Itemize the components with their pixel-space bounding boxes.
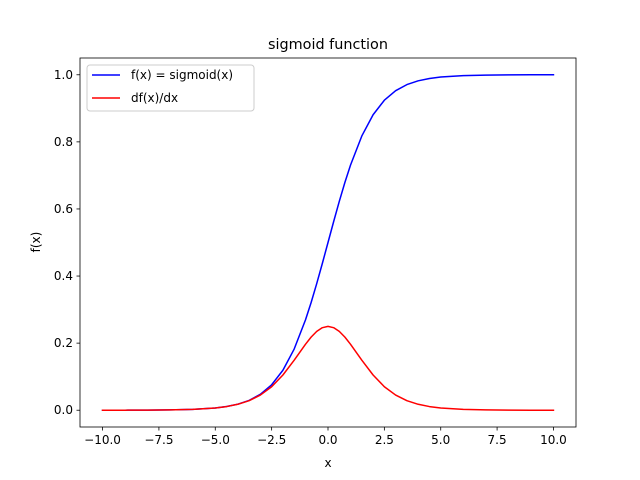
x-tick-label: −7.5 bbox=[144, 433, 173, 447]
y-tick-label: 0.6 bbox=[54, 202, 73, 216]
y-tick-label: 0.2 bbox=[54, 336, 73, 350]
legend: f(x) = sigmoid(x) df(x)/dx bbox=[86, 64, 255, 112]
legend-label-derivative: df(x)/dx bbox=[131, 91, 178, 105]
x-tick-label: 2.5 bbox=[375, 433, 394, 447]
y-tick-label: 1.0 bbox=[54, 68, 73, 82]
legend-box bbox=[86, 64, 255, 112]
x-axis-label: x bbox=[324, 456, 331, 470]
x-tick-label: 5.0 bbox=[431, 433, 450, 447]
legend-label-sigmoid: f(x) = sigmoid(x) bbox=[131, 68, 233, 82]
y-tick-label: 0.0 bbox=[54, 403, 73, 417]
x-axis: −10.0 −7.5 −5.0 −2.5 0.0 2.5 5.0 7.5 10.0 bbox=[84, 427, 567, 447]
x-tick-label: 10.0 bbox=[540, 433, 567, 447]
y-tick-label: 0.4 bbox=[54, 269, 73, 283]
chart-title: sigmoid function bbox=[268, 37, 388, 53]
x-tick-label: 0.0 bbox=[318, 433, 337, 447]
y-axis: 0.0 0.2 0.4 0.6 0.8 1.0 bbox=[54, 68, 80, 417]
y-axis-label: f(x) bbox=[29, 232, 43, 253]
y-tick-label: 0.8 bbox=[54, 135, 73, 149]
plot-lines bbox=[101, 74, 555, 411]
x-tick-label: −5.0 bbox=[201, 433, 230, 447]
series-line-1 bbox=[101, 325, 555, 411]
x-tick-label: 7.5 bbox=[488, 433, 507, 447]
x-tick-label: −10.0 bbox=[84, 433, 121, 447]
x-tick-label: −2.5 bbox=[257, 433, 286, 447]
